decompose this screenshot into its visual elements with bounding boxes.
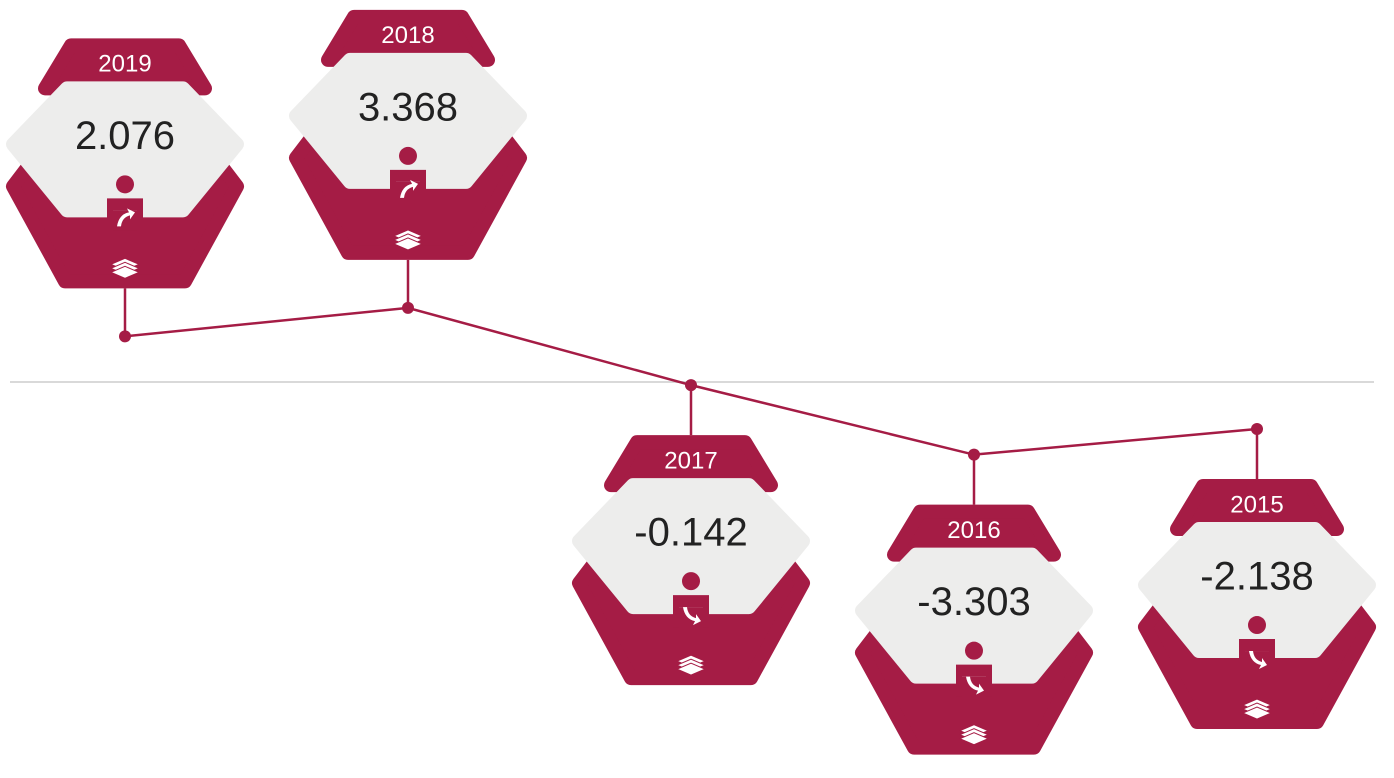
data-point bbox=[119, 330, 131, 343]
card-tab bbox=[38, 38, 212, 96]
data-point bbox=[685, 379, 697, 392]
icon-money bbox=[958, 732, 990, 746]
icon-arrow bbox=[1249, 651, 1267, 670]
icon-money bbox=[675, 662, 707, 676]
card-face bbox=[1138, 522, 1376, 659]
value-label: -3.303 bbox=[917, 580, 1030, 624]
year-label: 2019 bbox=[98, 51, 151, 78]
card-tab bbox=[604, 435, 778, 493]
data-point bbox=[968, 448, 980, 461]
card-tab bbox=[887, 504, 1061, 562]
value-label: -0.142 bbox=[634, 511, 747, 555]
year-label: 2015 bbox=[1230, 491, 1283, 518]
card-face bbox=[572, 478, 810, 615]
card-face bbox=[855, 547, 1093, 684]
icon-body bbox=[390, 169, 426, 202]
card: 2018 3.368 bbox=[289, 9, 527, 260]
icon-head bbox=[116, 175, 134, 194]
icon-head bbox=[1248, 616, 1266, 635]
icon-head bbox=[965, 641, 983, 660]
icon-body bbox=[107, 198, 143, 231]
card-face bbox=[289, 52, 527, 189]
card-face bbox=[6, 81, 244, 218]
data-point bbox=[1251, 423, 1263, 436]
year-label: 2017 bbox=[664, 447, 717, 474]
value-label: 3.368 bbox=[358, 85, 458, 129]
year-label: 2016 bbox=[947, 517, 1000, 544]
icon-arrow bbox=[966, 676, 984, 695]
icon-head bbox=[682, 572, 700, 591]
card: 2019 2.076 bbox=[6, 38, 244, 289]
line-layer bbox=[119, 259, 1263, 505]
card: 2017 -0.142 bbox=[572, 435, 810, 686]
icon-money bbox=[392, 237, 424, 251]
data-point bbox=[402, 301, 414, 314]
card-tab bbox=[321, 9, 495, 67]
value-label: -2.138 bbox=[1200, 555, 1313, 599]
icon-body bbox=[1239, 639, 1275, 672]
card: 2015 -2.138 bbox=[1138, 479, 1376, 730]
year-label: 2018 bbox=[381, 22, 434, 49]
icon-head bbox=[399, 146, 417, 165]
icon-arrow bbox=[117, 208, 135, 227]
icon-arrow bbox=[400, 179, 418, 198]
card-tab bbox=[1170, 479, 1344, 537]
icon-money bbox=[109, 265, 141, 279]
icon-money bbox=[1241, 706, 1273, 720]
icon-body bbox=[956, 664, 992, 697]
icon-body bbox=[673, 595, 709, 628]
value-label: 2.076 bbox=[75, 114, 175, 158]
card: 2016 -3.303 bbox=[855, 504, 1093, 755]
icon-arrow bbox=[683, 607, 701, 626]
